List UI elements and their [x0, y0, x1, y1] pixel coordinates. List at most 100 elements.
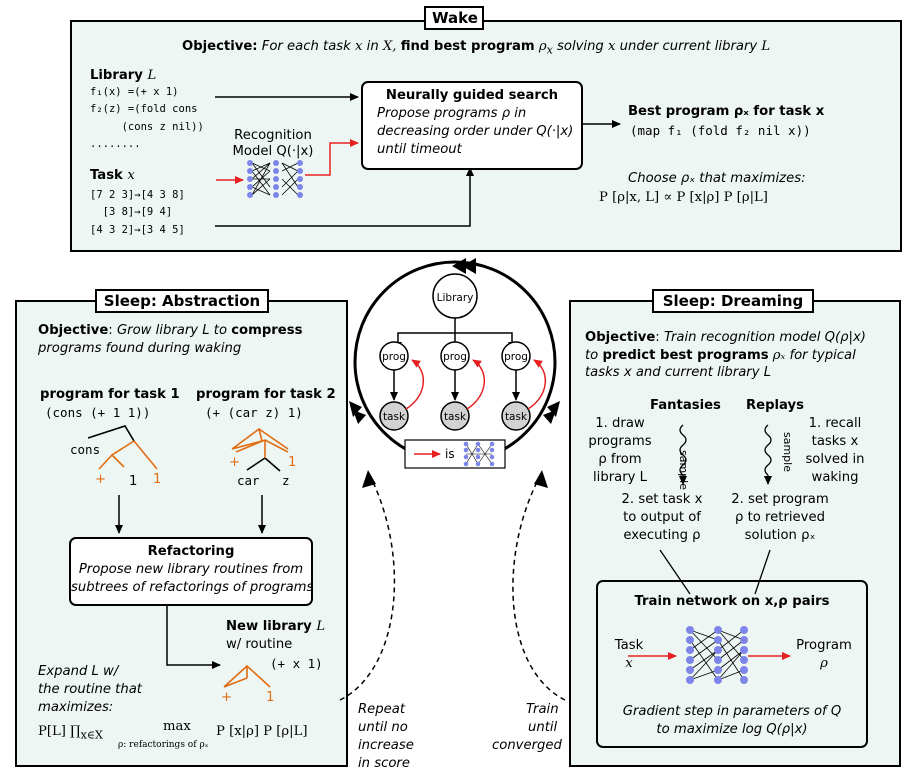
choose-line: Choose ρₓ that maximizes:: [628, 171, 806, 186]
left-arrowhead-2: [353, 410, 366, 424]
fant-step2-line-2: to output of: [623, 510, 701, 525]
task-line-3: [4 3 2]→[3 4 5]: [90, 224, 185, 236]
train-network-box: Train network on x,ρ pairs Task x Progra…: [596, 580, 868, 748]
tree2-z: z: [282, 473, 290, 488]
replay-step1-line-2: tasks x: [811, 434, 859, 449]
prog2-title: program for task 2: [196, 387, 336, 402]
train-in-1: Task: [614, 638, 644, 653]
wake-objective: Objective: For each task x in X, find be…: [182, 39, 771, 57]
neurally-guided-search-box: Neurally guided search Propose programs …: [361, 81, 583, 170]
center-task-node-3: task: [504, 411, 528, 423]
recognition-label-2: Model Q(·|x): [232, 144, 314, 159]
refactor-line-2: subtrees of refactorings of programs: [71, 580, 314, 595]
center-prog-node-1: prog: [382, 351, 406, 363]
sample-label-2: sample: [781, 432, 794, 472]
search-line-3: until timeout: [377, 142, 462, 157]
left-arrowhead: [349, 401, 362, 417]
refactoring-box: Refactoring Propose new library routines…: [69, 537, 313, 606]
best-program-code: (map f₁ (fold f₂ nil x)): [630, 123, 811, 138]
tree1-one-b: 1: [153, 472, 162, 487]
dreaming-objective-line-2: to predict best programs ρₓ for typical: [585, 348, 856, 363]
tree1-one-a: 1: [129, 474, 138, 489]
center-library-node: Library: [436, 292, 474, 304]
tree2-car: car: [237, 473, 260, 488]
refactor-line-1: Propose new library routines from: [78, 562, 304, 577]
tree2-plus: +: [229, 455, 241, 470]
sample-label-1: sample: [677, 450, 690, 490]
best-program-title: Best program ρₓ for task x: [628, 104, 825, 119]
train-line-3: converged: [492, 738, 562, 753]
task-line-2: [3 8]→[9 4]: [90, 206, 173, 218]
library-line-4: ........: [90, 138, 141, 150]
right-arrowhead-2: [543, 410, 556, 424]
expand-line-2: the routine that: [38, 682, 142, 697]
fantasies-title: Fantasies: [650, 398, 721, 413]
train-out-2: ρ: [820, 656, 828, 671]
library-label: Library L: [90, 68, 157, 83]
repeat-line-1: Repeat: [358, 702, 406, 717]
replay-step1-line-4: waking: [811, 470, 859, 485]
replay-step1-line-1: 1. recall: [808, 416, 862, 431]
new-library-plus: +: [221, 690, 233, 705]
dreaming-objective-line-3: tasks x and current library L: [585, 365, 772, 380]
abstraction-panel: [15, 300, 348, 767]
train-line-1: Train: [526, 702, 559, 717]
repeat-line-2: until no: [358, 720, 408, 735]
expand-tail: P [x|ρ] P [ρ|L]: [216, 724, 308, 739]
fant-step1-line-2: programs: [588, 434, 652, 449]
library-line-1: f₁(x) =(+ x 1): [90, 86, 179, 98]
replay-step1-line-3: solved in: [805, 452, 865, 467]
repeat-loop-dashed: [339, 479, 396, 701]
center-prog-node-2: prog: [443, 351, 467, 363]
train-line-2: until: [528, 720, 558, 735]
train-title: Train network on x,ρ pairs: [634, 594, 830, 609]
recognition-network-icon: [247, 160, 303, 198]
abstraction-objective-line-2: programs found during waking: [38, 341, 242, 356]
search-line-2: decreasing order under Q(·|x): [377, 124, 574, 139]
dreaming-objective-line-1: Objective: Train recognition model Q(ρ|x…: [585, 330, 866, 345]
fant-step2-line-1: 2. set task x: [621, 492, 703, 507]
dreaming-panel: [569, 300, 901, 767]
train-in-2: x: [625, 656, 633, 671]
task-line-1: [7 2 3]→[4 3 8]: [90, 189, 185, 201]
dreaming-title: Sleep: Dreaming: [652, 289, 814, 313]
center-prog-node-3: prog: [504, 351, 528, 363]
search-line-1: Propose programs ρ in: [377, 106, 527, 121]
expand-line-3: maximizes:: [38, 700, 114, 715]
abstraction-objective-line-1: Objective: Grow library L to compress: [38, 323, 303, 338]
choose-formula: P [ρ|x, L] ∝ P [x|ρ] P [ρ|L]: [599, 190, 768, 205]
top-arrowhead-1: [452, 258, 466, 274]
prog1-title: program for task 1: [40, 387, 180, 402]
center-task-node-2: task: [443, 411, 467, 423]
prog2-code: (+ (car z) 1): [205, 405, 303, 420]
expand-line-1: Expand L w/: [38, 664, 119, 679]
new-library-one: 1: [266, 690, 275, 705]
top-arrowhead-2: [462, 258, 476, 274]
expand-max: max: [163, 719, 191, 734]
fant-step2-line-3: executing ρ: [623, 528, 701, 543]
fant-step1-line-3: ρ from: [598, 452, 642, 467]
library-line-3: (cons z nil)): [90, 121, 204, 133]
new-library-title: New library L: [226, 619, 326, 634]
prog1-code: (cons (+ 1 1)): [45, 405, 151, 420]
recognition-label-1: Recognition: [234, 128, 312, 143]
replay-step2-line-1: 2. set program: [731, 492, 829, 507]
tree1-plus: +: [95, 472, 107, 487]
gradient-line-2: to maximize log Q(ρ|x): [656, 722, 808, 737]
train-out-1: Program: [796, 638, 852, 653]
search-title: Neurally guided search: [385, 88, 559, 103]
fant-step1-line-1: 1. draw: [595, 416, 645, 431]
legend-is: is: [445, 447, 455, 461]
refactor-title: Refactoring: [147, 544, 235, 559]
tree1-cons: cons: [70, 442, 101, 457]
model-to-search-arrow: [305, 139, 359, 176]
replays-title: Replays: [746, 398, 804, 413]
center-task-node-1: task: [382, 411, 406, 423]
fant-step1-line-4: library L: [593, 470, 647, 485]
gradient-line-1: Gradient step in parameters of Q: [622, 704, 842, 719]
expand-formula: P[L] ∏x∈X: [38, 724, 103, 742]
replay-step2-line-3: solution ρₓ: [744, 528, 816, 543]
tree2-one: 1: [288, 455, 297, 470]
replay-step2-line-2: ρ to retrieved: [735, 510, 825, 525]
